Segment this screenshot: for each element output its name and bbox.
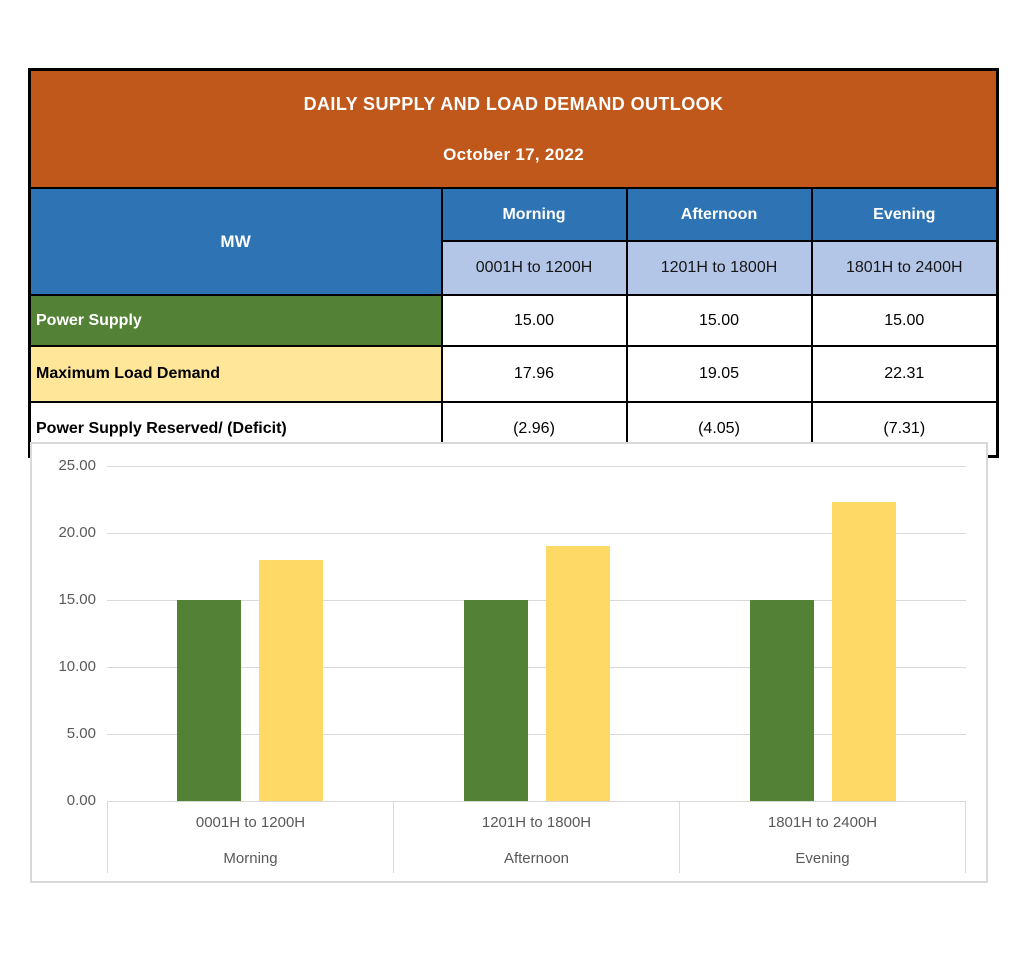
x-axis-category: 0001H to 1200H Morning [107, 802, 393, 873]
value-cell: 15.00 [440, 294, 628, 347]
y-gridline [107, 466, 966, 467]
value-cell: 22.31 [810, 345, 999, 403]
y-gridline [107, 734, 966, 735]
bar-power-supply [463, 600, 528, 801]
category-period-label: Evening [795, 850, 850, 867]
table-date: October 17, 2022 [443, 144, 584, 164]
title-band: DAILY SUPPLY AND LOAD DEMAND OUTLOOK Oct… [28, 68, 999, 189]
x-axis-category-box: 0001H to 1200H Morning 1201H to 1800H After… [107, 801, 966, 873]
y-axis-tick-label: 0.00 [66, 792, 96, 809]
period-header-evening: Evening [810, 187, 999, 242]
category-time-label: 1201H to 1800H [481, 814, 592, 831]
y-axis-tick-label: 15.00 [58, 591, 96, 608]
row-label-max-load-demand: Maximum Load Demand [28, 345, 443, 403]
table-title: DAILY SUPPLY AND LOAD DEMAND OUTLOOK [303, 93, 724, 114]
bar-chart: 0.00 5.00 10.00 15.00 20.00 25.00 0001H to 120… [30, 442, 988, 883]
table-title-row: DAILY SUPPLY AND LOAD DEMAND OUTLOOK Oct… [28, 68, 999, 189]
category-time-label: 1801H to 2400H [767, 814, 878, 831]
value-cell: 15.00 [625, 294, 813, 347]
y-gridline [107, 600, 966, 601]
time-header-row: 0001H to 1200H 1201H to 1800H 1801H to 2… [30, 240, 999, 296]
x-axis-category: 1801H to 2400H Evening [679, 802, 966, 873]
bar-max-load-demand [831, 502, 896, 801]
row-label-power-supply: Power Supply [28, 294, 443, 347]
value-cell: 17.96 [440, 345, 628, 403]
unit-header-cell: MW [28, 187, 443, 296]
time-header-evening: 1801H to 2400H [810, 240, 999, 296]
value-cell: 15.00 [810, 294, 999, 347]
bar-max-load-demand [259, 560, 324, 801]
y-gridline [107, 533, 966, 534]
bar-max-load-demand [545, 545, 610, 801]
value-cell: 19.05 [625, 345, 813, 403]
period-header-afternoon: Afternoon [625, 187, 813, 242]
supply-demand-table: DAILY SUPPLY AND LOAD DEMAND OUTLOOK Oct… [28, 68, 1000, 458]
category-time-label: 0001H to 1200H [195, 814, 306, 831]
max-load-demand-row: Maximum Load Demand 17.96 19.05 22.31 [28, 345, 999, 403]
time-header-afternoon: 1201H to 1800H [625, 240, 813, 296]
category-period-label: Morning [223, 850, 278, 867]
x-axis-category: 1201H to 1800H Afternoon [393, 802, 679, 873]
bar-power-supply [749, 600, 814, 801]
period-header-row: MW Morning Afternoon Evening [28, 187, 999, 296]
y-axis-tick-label: 10.00 [58, 658, 96, 675]
y-axis-tick-label: 25.00 [58, 457, 96, 474]
bar-power-supply [177, 600, 242, 801]
y-axis-tick-label: 20.00 [58, 524, 96, 541]
y-gridline [107, 667, 966, 668]
period-header-morning: Morning [440, 187, 628, 242]
category-period-label: Afternoon [503, 850, 570, 867]
y-axis-tick-label: 5.00 [66, 725, 96, 742]
time-header-morning: 0001H to 1200H [440, 240, 628, 296]
power-supply-row: Power Supply 15.00 15.00 15.00 [28, 294, 999, 347]
